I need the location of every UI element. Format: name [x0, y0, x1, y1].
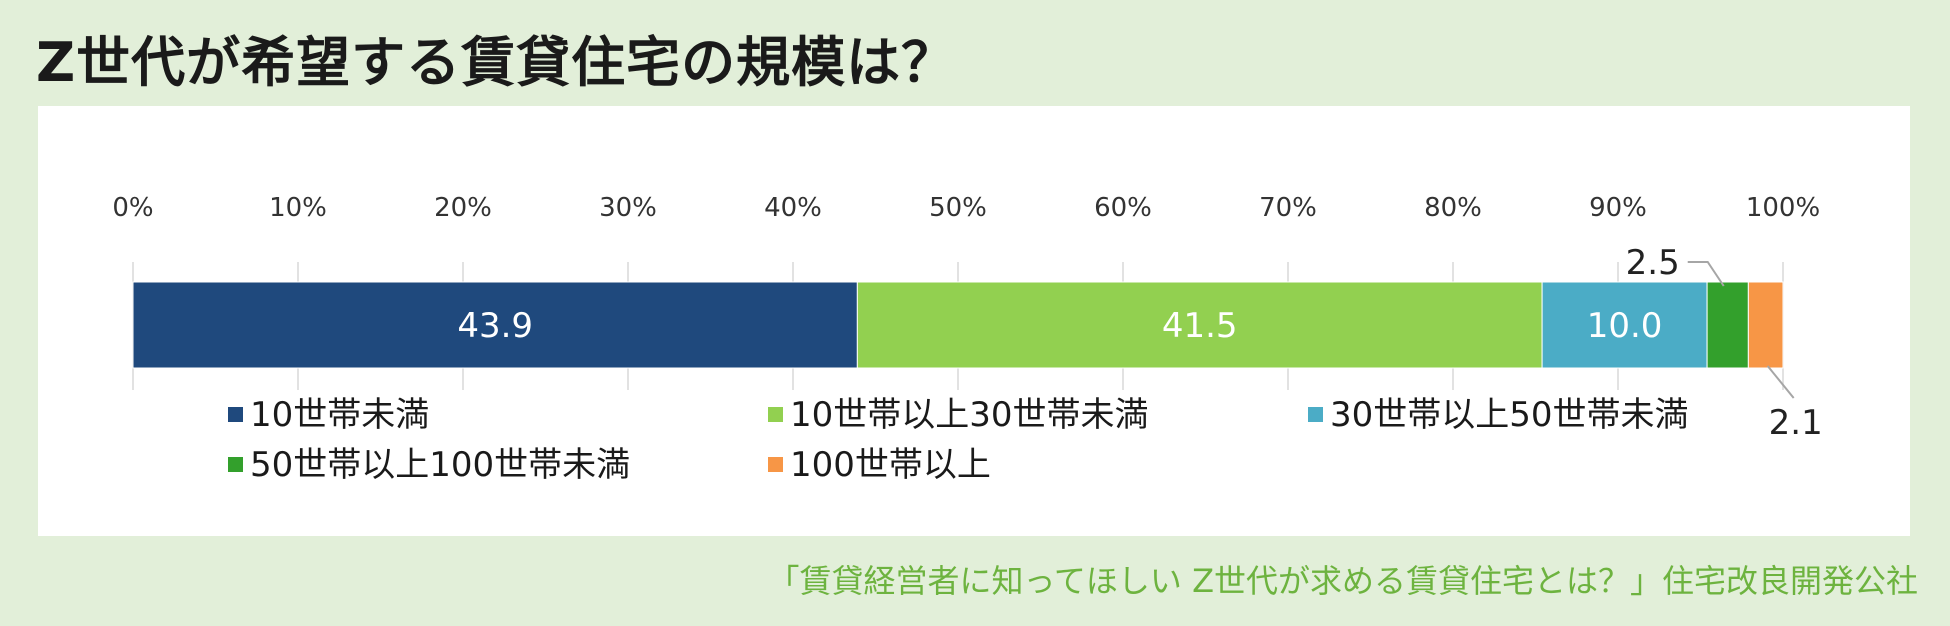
source-note: 「賃貸経営者に知ってほしい Z世代が求める賃貸住宅とは？」住宅改良開発公社	[767, 562, 1919, 600]
x-tick-label: 0%	[112, 193, 153, 223]
x-tick-label: 20%	[434, 193, 492, 223]
legend-label: 50世帯以上100世帯未満	[250, 445, 630, 485]
bar-segment	[856, 281, 1543, 369]
legend-swatch	[768, 407, 783, 422]
legend-swatch	[228, 457, 243, 472]
legend-label: 10世帯以上30世帯未満	[790, 395, 1149, 435]
legend-swatch	[1308, 407, 1323, 422]
x-tick-label: 100%	[1746, 193, 1820, 223]
legend-swatch	[228, 407, 243, 422]
x-tick-label: 90%	[1589, 193, 1647, 223]
data-label: 2.5	[1626, 243, 1680, 283]
data-labels: 43.9 41.5 10.0 2.5 2.1	[457, 243, 1822, 443]
x-tick-label: 60%	[1094, 193, 1152, 223]
stacked-bar-chart: 0% 10% 20% 30% 40% 50% 60% 70% 80% 90% 100% 43.9 41…	[112, 193, 1822, 485]
x-tick-label: 30%	[599, 193, 657, 223]
legend-item: 10世帯未満	[228, 395, 429, 435]
x-axis: 0% 10% 20% 30% 40% 50% 60% 70% 80% 90% 100%	[112, 193, 1820, 390]
bar-segment	[132, 281, 858, 369]
leader-line	[1766, 365, 1795, 399]
legend-label: 10世帯未満	[250, 395, 429, 435]
legend-label: 100世帯以上	[790, 445, 991, 485]
x-tick-label: 50%	[929, 193, 987, 223]
leader-line	[1687, 261, 1725, 287]
legend-swatch	[768, 457, 783, 472]
legend-item: 30世帯以上50世帯未満	[1308, 395, 1689, 435]
bar-segment	[1747, 281, 1784, 369]
legend-item: 10世帯以上30世帯未満	[768, 395, 1149, 435]
x-tick-label: 70%	[1259, 193, 1317, 223]
data-label: 41.5	[1162, 306, 1238, 346]
x-tick-label: 80%	[1424, 193, 1482, 223]
chart-panel: 0% 10% 20% 30% 40% 50% 60% 70% 80% 90% 100% 43.9 41…	[38, 106, 1910, 536]
data-label: 43.9	[457, 306, 533, 346]
chart-title: Z世代が希望する賃貸住宅の規模は？	[36, 31, 957, 94]
x-tick-label: 10%	[269, 193, 327, 223]
legend-item: 50世帯以上100世帯未満	[228, 445, 630, 485]
legend-item: 100世帯以上	[768, 445, 991, 485]
data-label: 10.0	[1587, 306, 1663, 346]
x-tick-label: 40%	[764, 193, 822, 223]
legend-label: 30世帯以上50世帯未満	[1330, 395, 1689, 435]
legend: 10世帯未満 10世帯以上30世帯未満 30世帯以上50世帯未満 50世帯以上100世…	[228, 395, 1689, 485]
bar-segment	[1706, 281, 1749, 369]
data-label: 2.1	[1769, 403, 1823, 443]
bar-group	[132, 281, 1784, 369]
